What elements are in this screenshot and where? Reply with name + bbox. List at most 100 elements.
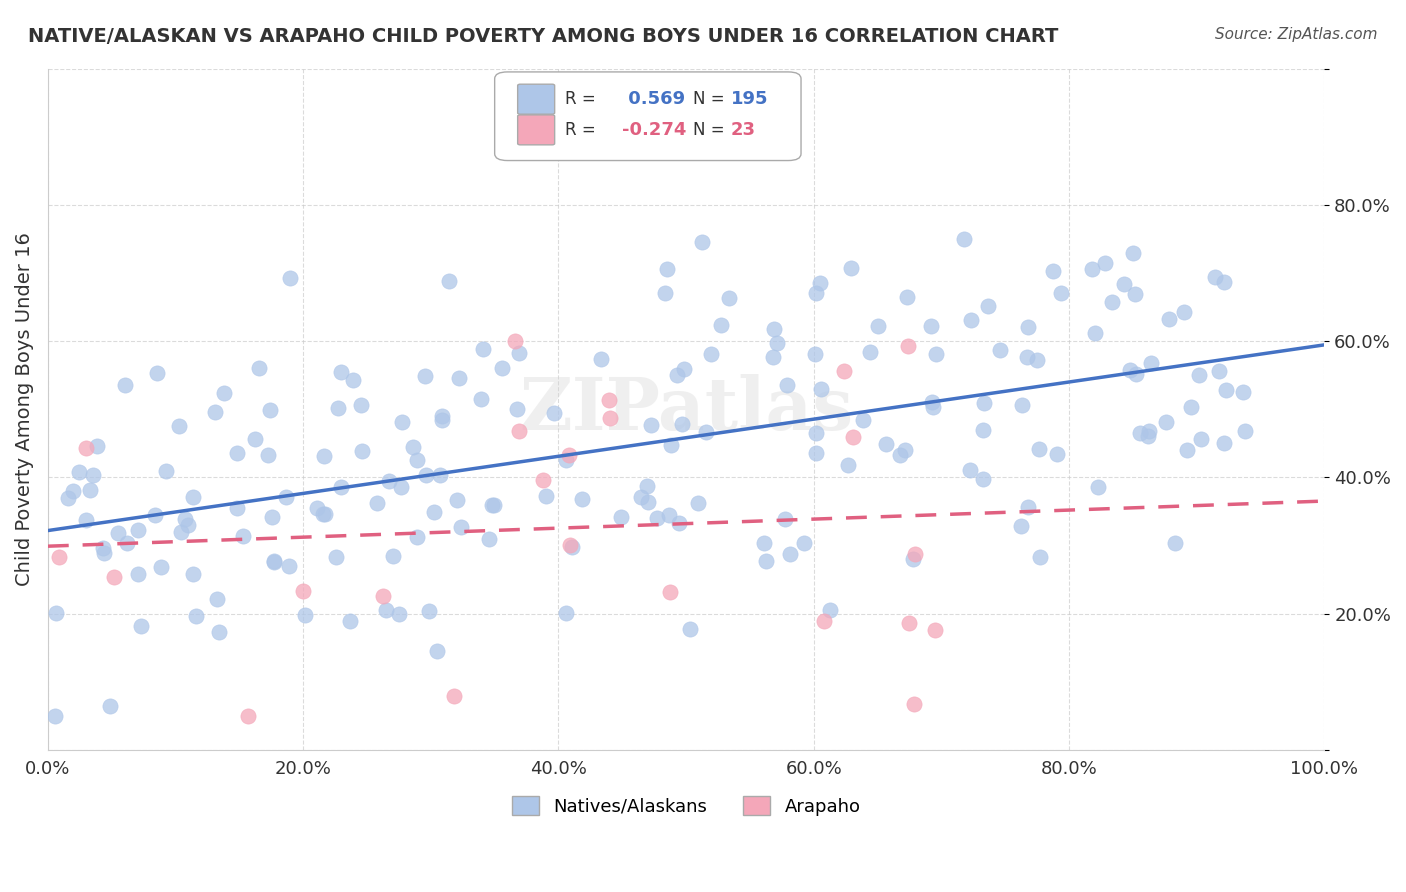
Point [86, 439, 108, 453]
Point [921, 395, 943, 409]
Point [1046, 446, 1069, 460]
Point [232, 529, 254, 543]
Point [506, 402, 529, 417]
Point [988, 343, 1011, 357]
Point [762, 322, 785, 336]
Point [278, 271, 301, 285]
Point [1233, 424, 1256, 438]
Point [508, 346, 530, 360]
Point [1125, 368, 1147, 382]
Point [1080, 262, 1102, 277]
Point [804, 286, 827, 301]
Point [263, 553, 285, 567]
Point [257, 448, 280, 462]
Point [314, 449, 336, 463]
Point [959, 463, 981, 477]
Point [598, 392, 620, 407]
Text: NATIVE/ALASKAN VS ARAPAHO CHILD POVERTY AMONG BOYS UNDER 16 CORRELATION CHART: NATIVE/ALASKAN VS ARAPAHO CHILD POVERTY … [28, 27, 1059, 45]
Point [657, 261, 679, 276]
Point [875, 437, 897, 451]
Legend: Natives/Alaskans, Arapaho: Natives/Alaskans, Arapaho [505, 789, 868, 822]
Point [491, 361, 513, 376]
Point [839, 260, 862, 275]
Point [377, 475, 399, 489]
Point [422, 505, 444, 519]
Point [212, 386, 235, 401]
Point [1137, 429, 1160, 443]
Point [146, 366, 169, 380]
Point [810, 382, 832, 396]
Point [894, 442, 917, 457]
Point [690, 235, 713, 249]
Point [1175, 442, 1198, 457]
Point [1232, 384, 1254, 399]
Point [661, 438, 683, 452]
FancyBboxPatch shape [495, 72, 801, 161]
Point [342, 373, 364, 387]
Point [903, 547, 925, 561]
Point [1042, 264, 1064, 278]
Point [924, 347, 946, 361]
Point [766, 336, 789, 351]
Point [366, 496, 388, 510]
Text: R =: R = [565, 120, 596, 139]
Point [149, 560, 172, 574]
Point [79, 483, 101, 498]
Point [470, 392, 492, 407]
Text: 195: 195 [731, 90, 768, 108]
Point [226, 446, 249, 460]
Point [247, 361, 270, 376]
Point [695, 425, 717, 439]
Point [762, 350, 785, 364]
Point [174, 511, 197, 525]
Point [1025, 352, 1047, 367]
Point [432, 413, 454, 427]
Point [1087, 480, 1109, 494]
Point [673, 361, 696, 376]
Point [1017, 500, 1039, 514]
Point [263, 555, 285, 569]
Point [1204, 269, 1226, 284]
Point [531, 474, 554, 488]
Point [443, 689, 465, 703]
Point [98, 699, 121, 714]
Point [75, 513, 97, 527]
Point [44, 709, 66, 723]
Point [482, 498, 505, 512]
Text: 23: 23 [731, 120, 756, 139]
Point [277, 558, 299, 573]
Point [45, 606, 67, 620]
Point [609, 510, 631, 524]
Text: 0.569: 0.569 [623, 90, 686, 108]
Point [1180, 401, 1202, 415]
Point [654, 285, 676, 300]
Point [204, 405, 226, 419]
Point [842, 430, 865, 444]
Point [658, 584, 681, 599]
Point [314, 508, 336, 522]
Point [508, 425, 530, 439]
Point [534, 489, 557, 503]
Point [640, 418, 662, 433]
Point [56, 491, 79, 505]
Point [505, 334, 527, 348]
Point [803, 347, 825, 361]
Point [1123, 287, 1146, 301]
Point [1189, 432, 1212, 446]
Point [478, 533, 501, 547]
Point [115, 536, 138, 550]
Point [415, 468, 437, 483]
Point [1017, 320, 1039, 334]
Point [637, 495, 659, 509]
Point [897, 339, 920, 353]
Point [82, 468, 104, 483]
Point [776, 378, 799, 392]
Point [259, 403, 281, 417]
Point [1129, 426, 1152, 441]
Point [184, 609, 207, 624]
Point [75, 441, 97, 455]
Point [107, 525, 129, 540]
Point [666, 368, 689, 382]
Point [481, 498, 503, 512]
Point [903, 697, 925, 711]
